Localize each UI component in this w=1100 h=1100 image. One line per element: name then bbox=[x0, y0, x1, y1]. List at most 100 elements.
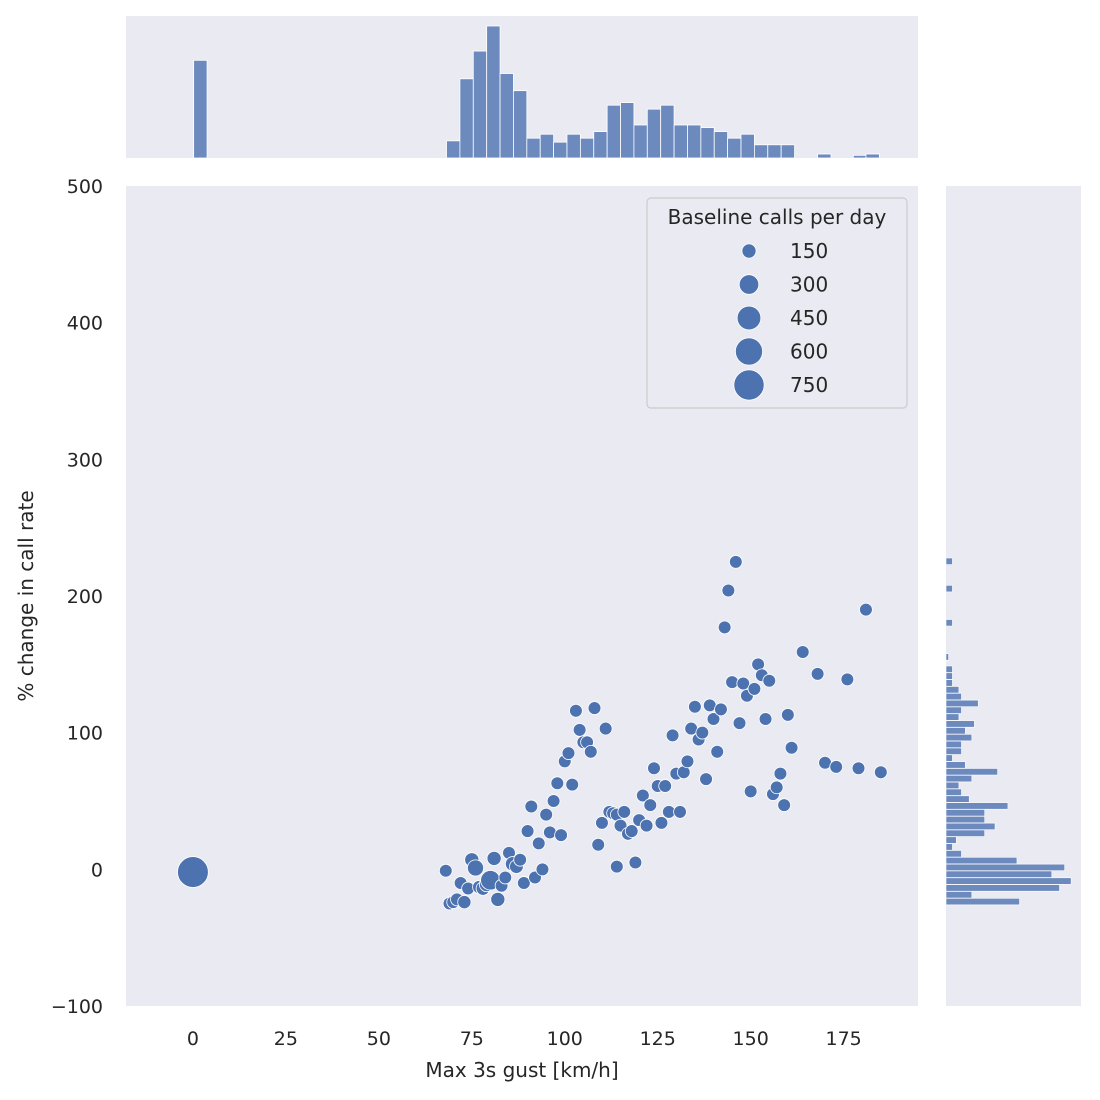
scatter-point bbox=[673, 805, 687, 819]
y-axis-label: % change in call rate bbox=[14, 490, 38, 701]
top-histogram-bar bbox=[513, 90, 528, 159]
x-tick-label: 50 bbox=[367, 1028, 391, 1050]
top-histogram-bar bbox=[767, 144, 782, 159]
right-histogram-bar bbox=[945, 672, 953, 680]
right-histogram-bar bbox=[945, 713, 960, 721]
scatter-point bbox=[781, 708, 795, 722]
right-histogram-bar bbox=[945, 816, 986, 824]
scatter-point bbox=[520, 824, 535, 838]
right-histogram-bar bbox=[945, 836, 957, 844]
x-tick-label: 150 bbox=[733, 1028, 769, 1050]
legend-box bbox=[646, 197, 908, 409]
scatter-point bbox=[743, 784, 758, 799]
right-histogram-bar bbox=[945, 884, 1060, 892]
top-histogram-bar bbox=[700, 127, 715, 159]
scatter-point bbox=[624, 824, 639, 838]
scatter-point bbox=[524, 799, 539, 814]
right-histogram-bar bbox=[945, 863, 1065, 872]
top-histogram-bar bbox=[817, 153, 832, 159]
right-histogram-bar bbox=[945, 699, 979, 708]
scatter-point bbox=[699, 772, 713, 786]
top-marginal-histogram bbox=[193, 25, 880, 159]
legend-marker bbox=[735, 337, 763, 366]
scatter-point bbox=[535, 862, 550, 877]
x-tick-label: 25 bbox=[274, 1028, 298, 1050]
right-histogram-bar bbox=[945, 857, 1018, 865]
right-histogram-bar bbox=[945, 693, 962, 701]
scatter-point bbox=[550, 776, 565, 791]
x-tick-label: 100 bbox=[547, 1028, 583, 1050]
scatter-point bbox=[859, 602, 873, 617]
legend-label: 600 bbox=[790, 340, 828, 364]
scatter-point bbox=[628, 855, 643, 870]
x-tick-label: 125 bbox=[640, 1028, 676, 1050]
scatter-point bbox=[539, 807, 553, 822]
scatter-point bbox=[665, 728, 680, 743]
scatter-point bbox=[561, 746, 576, 760]
scatter-point bbox=[554, 828, 568, 842]
top-histogram-bar bbox=[539, 133, 555, 159]
scatter-point bbox=[591, 837, 606, 852]
scatter-point bbox=[517, 876, 531, 890]
scatter-point bbox=[658, 779, 672, 793]
top-histogram-bar bbox=[852, 154, 868, 159]
scatter-point bbox=[688, 699, 702, 714]
x-axis-ticks: 0 25 50 75 100 125 150 175 bbox=[187, 1028, 862, 1050]
x-tick-label: 75 bbox=[460, 1028, 484, 1050]
right-histogram-bar bbox=[945, 795, 970, 803]
right-histogram-bar bbox=[945, 754, 953, 762]
scatter-point bbox=[647, 761, 661, 776]
scatter-point bbox=[531, 836, 546, 851]
scatter-point bbox=[829, 760, 844, 774]
top-histogram-bar bbox=[553, 141, 568, 159]
scatter-point bbox=[572, 723, 587, 737]
legend: Baseline calls per day 150 300 450 600 750 bbox=[646, 197, 908, 409]
scatter-point bbox=[747, 682, 762, 696]
right-histogram-bar bbox=[945, 727, 966, 735]
top-histogram-bar bbox=[499, 73, 514, 159]
scatter-point bbox=[438, 863, 453, 878]
top-histogram-bar bbox=[633, 124, 648, 159]
right-histogram-bar bbox=[945, 850, 962, 858]
x-axis-label: Max 3s gust [km/h] bbox=[425, 1058, 618, 1082]
top-histogram-bar bbox=[459, 78, 474, 159]
scatter-point bbox=[810, 667, 825, 681]
scatter-point bbox=[546, 794, 561, 808]
scatter-point bbox=[643, 798, 658, 812]
scatter-point bbox=[513, 852, 527, 867]
scatter-point bbox=[706, 712, 721, 726]
scatter-point bbox=[680, 754, 695, 769]
scatter-point bbox=[610, 859, 624, 874]
scatter-points bbox=[177, 555, 888, 911]
right-histogram-bar bbox=[945, 781, 960, 790]
top-histogram-bar bbox=[620, 102, 635, 159]
right-histogram-bar bbox=[945, 809, 986, 817]
scatter-point bbox=[490, 891, 506, 907]
right-histogram-bar bbox=[945, 585, 953, 593]
top-histogram-bar bbox=[780, 144, 795, 159]
right-histogram-bar bbox=[945, 557, 953, 565]
scatter-point bbox=[717, 620, 732, 635]
y-axis-ticks: −100 0 100 200 300 400 500 bbox=[51, 176, 103, 1018]
scatter-point bbox=[874, 765, 888, 780]
top-histogram-bar bbox=[687, 124, 702, 159]
right-histogram-bar bbox=[945, 802, 1009, 810]
scatter-point bbox=[177, 856, 209, 888]
y-tick-label: 500 bbox=[67, 176, 103, 198]
y-tick-label: 200 bbox=[67, 586, 103, 608]
x-tick-label: 0 bbox=[187, 1028, 199, 1050]
scatter-point bbox=[784, 740, 799, 755]
legend-label: 450 bbox=[790, 306, 828, 330]
scatter-point bbox=[758, 712, 773, 726]
right-histogram-bar bbox=[945, 720, 975, 728]
scatter-point bbox=[777, 798, 791, 812]
legend-marker bbox=[738, 274, 760, 295]
scatter-point bbox=[457, 895, 472, 910]
scatter-point bbox=[467, 859, 485, 877]
scatter-point bbox=[617, 805, 632, 819]
scatter-point bbox=[636, 788, 650, 803]
scatter-point bbox=[583, 744, 598, 759]
scatter-point bbox=[736, 676, 751, 691]
scatter-point bbox=[840, 672, 855, 687]
top-histogram-bar bbox=[865, 153, 880, 159]
